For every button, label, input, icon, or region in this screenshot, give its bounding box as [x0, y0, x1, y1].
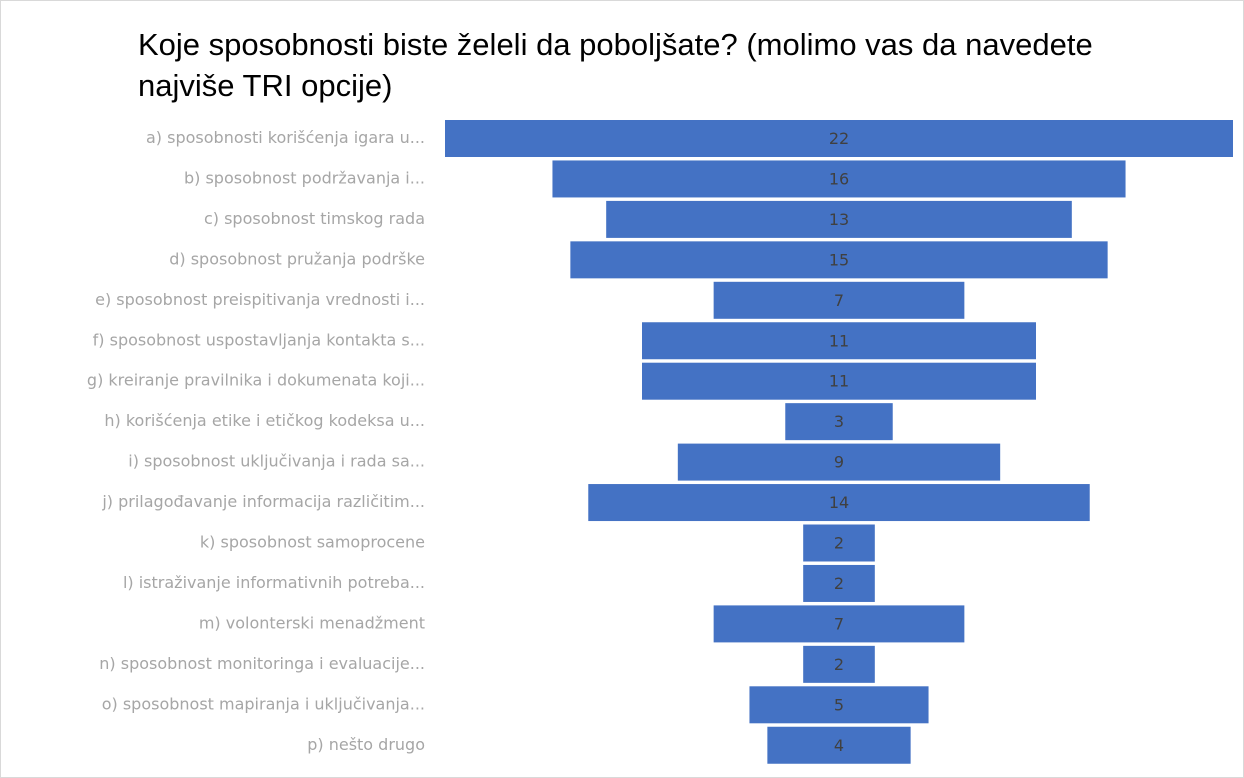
bar	[606, 200, 1072, 238]
value-label: 9	[834, 453, 844, 472]
category-label: a) sposobnosti korišćenja igara u...	[146, 128, 425, 147]
category-label: d) sposobnost pružanja podrške	[169, 249, 425, 268]
bar	[642, 322, 1036, 360]
value-label: 7	[834, 614, 844, 633]
chart-title: Koje sposobnosti biste želeli da poboljš…	[138, 27, 1093, 103]
value-label: 2	[834, 534, 844, 553]
bar	[677, 443, 1001, 481]
bar	[445, 120, 1233, 157]
value-label: 3	[834, 412, 844, 431]
bar	[803, 564, 875, 602]
category-label: f) sposobnost uspostavljanja kontakta s.…	[93, 330, 425, 349]
category-label: h) korišćenja etike i etičkog kodeksa u.…	[104, 411, 425, 430]
category-label: b) sposobnost podržavanja i...	[184, 168, 425, 187]
value-label: 4	[834, 736, 844, 755]
bar	[552, 160, 1126, 198]
category-label: k) sposobnost samoprocene	[200, 533, 425, 552]
value-label: 14	[829, 493, 849, 512]
bar	[713, 605, 965, 643]
value-label: 15	[829, 250, 849, 269]
category-label: e) sposobnost preispitivanja vrednosti i…	[95, 290, 425, 309]
category-label: c) sposobnost timskog rada	[204, 209, 425, 228]
category-label: n) sposobnost monitoringa i evaluacije..…	[99, 654, 425, 673]
value-label: 5	[834, 695, 844, 714]
bar	[785, 403, 893, 441]
category-label: j) prilagođavanje informacija različitim…	[101, 492, 425, 511]
category-label: i) sposobnost uključivanja i rada sa...	[128, 452, 425, 471]
value-label: 13	[829, 210, 849, 229]
bar	[642, 362, 1036, 400]
category-label: g) kreiranje pravilnika i dokumenata koj…	[87, 371, 425, 390]
bar	[803, 524, 875, 562]
category-label: p) nešto drugo	[307, 735, 425, 754]
value-label: 2	[834, 574, 844, 593]
value-label: 7	[834, 291, 844, 310]
bar	[713, 281, 965, 319]
value-label: 2	[834, 655, 844, 674]
value-label: 22	[829, 129, 849, 148]
bar	[803, 645, 875, 683]
bar	[588, 484, 1090, 522]
bar	[767, 726, 911, 764]
bar	[749, 686, 929, 724]
value-label: 16	[829, 169, 849, 188]
bar	[570, 241, 1108, 279]
category-label: o) sposobnost mapiranja i uključivanja..…	[102, 694, 425, 713]
category-label: l) istraživanje informativnih potreba...	[123, 573, 425, 592]
value-label: 11	[829, 331, 849, 350]
value-label: 11	[829, 372, 849, 391]
category-label: m) volonterski menadžment	[199, 613, 425, 632]
